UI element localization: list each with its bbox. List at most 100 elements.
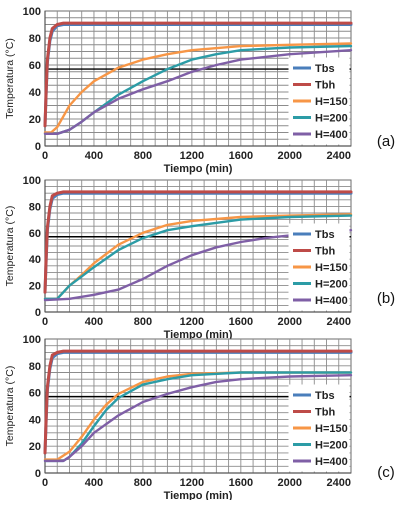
data-point <box>48 37 51 39</box>
data-point <box>62 190 65 193</box>
data-point <box>166 223 169 226</box>
x-tick-label: 400 <box>85 150 103 162</box>
legend-label: H=200 <box>315 113 348 125</box>
data-point <box>44 452 46 454</box>
data-point <box>190 374 193 377</box>
data-point <box>80 91 83 93</box>
legend-label: Tbh <box>315 80 335 92</box>
y-axis-title: Temperatura (°C) <box>4 366 16 447</box>
legend-label: H=200 <box>315 440 348 452</box>
data-point <box>62 460 65 462</box>
y-tick-label: 40 <box>29 87 41 99</box>
data-point <box>80 120 83 123</box>
data-point <box>288 22 291 25</box>
data-point <box>93 111 95 114</box>
data-point <box>117 97 120 100</box>
data-point <box>68 456 71 458</box>
data-point <box>93 431 95 434</box>
data-point <box>48 364 51 367</box>
y-tick-label: 20 <box>29 114 41 126</box>
data-point <box>350 229 352 232</box>
y-tick-label: 0 <box>35 307 41 319</box>
data-point <box>56 351 59 354</box>
x-axis-title: Tiempo (min) <box>164 490 233 500</box>
legend: Tbs Tbh H=150 H=200 H=400 <box>288 384 350 472</box>
data-point <box>142 401 144 403</box>
data-point <box>190 22 193 25</box>
data-point <box>142 231 144 234</box>
data-point <box>56 23 59 26</box>
data-point <box>44 460 46 462</box>
data-point <box>215 246 218 249</box>
x-tick-label: 400 <box>85 477 103 489</box>
data-point <box>166 68 169 70</box>
data-point <box>68 450 71 453</box>
data-point <box>93 190 95 193</box>
x-tick-label: 1200 <box>180 150 204 162</box>
data-point <box>80 445 83 448</box>
data-point <box>68 284 71 287</box>
data-point <box>117 93 120 96</box>
data-point <box>288 375 291 378</box>
panel-label: (b) <box>377 290 395 307</box>
data-point <box>288 350 291 352</box>
data-point <box>350 350 352 352</box>
data-point <box>142 88 144 91</box>
data-point <box>105 409 108 411</box>
x-tick-label: 0 <box>42 477 48 489</box>
data-point <box>215 380 218 383</box>
legend: Tbs Tbh H=150 H=200 H=400 <box>288 223 350 311</box>
x-tick-label: 2000 <box>278 150 302 162</box>
data-point <box>142 80 144 83</box>
data-point <box>93 22 95 25</box>
data-point <box>350 42 352 45</box>
data-point <box>117 414 120 417</box>
data-point <box>68 190 71 193</box>
data-point <box>68 350 71 352</box>
legend-label: H=150 <box>315 96 348 108</box>
y-tick-label: 60 <box>29 228 41 240</box>
data-point <box>93 80 95 83</box>
data-point <box>190 190 193 193</box>
data-point <box>239 190 242 193</box>
data-point <box>62 115 65 118</box>
data-point <box>166 393 169 395</box>
y-tick-label: 20 <box>29 281 41 293</box>
data-point <box>117 393 120 395</box>
data-point <box>190 70 193 73</box>
data-point <box>350 190 352 193</box>
data-point <box>350 371 352 374</box>
data-point <box>68 22 71 25</box>
data-point <box>166 264 169 267</box>
data-point <box>48 205 51 208</box>
legend-label: Tbh <box>315 246 335 258</box>
x-tick-label: 800 <box>134 477 152 489</box>
data-point <box>288 46 291 49</box>
legend-label: Tbs <box>315 229 335 241</box>
data-point <box>239 216 242 218</box>
data-point <box>215 64 218 66</box>
data-point <box>288 43 291 46</box>
data-point <box>51 354 54 356</box>
data-point <box>117 249 120 251</box>
legend-label: H=400 <box>315 295 348 307</box>
data-point <box>44 291 46 294</box>
data-point <box>239 241 242 243</box>
panel-label: (c) <box>377 464 395 481</box>
data-point <box>350 374 352 377</box>
data-point <box>105 403 108 406</box>
data-point <box>80 435 83 438</box>
x-tick-label: 2400 <box>327 316 351 328</box>
data-point <box>142 383 144 386</box>
legend-label: H=400 <box>315 129 348 141</box>
data-point <box>190 49 193 52</box>
x-tick-label: 1200 <box>180 477 204 489</box>
series-line-h-150 <box>43 42 353 134</box>
data-point <box>117 243 120 246</box>
data-point <box>350 45 352 47</box>
data-point <box>288 216 291 218</box>
data-point <box>350 49 352 52</box>
y-tick-label: 100 <box>23 6 41 18</box>
series-line-tbh <box>43 21 353 128</box>
